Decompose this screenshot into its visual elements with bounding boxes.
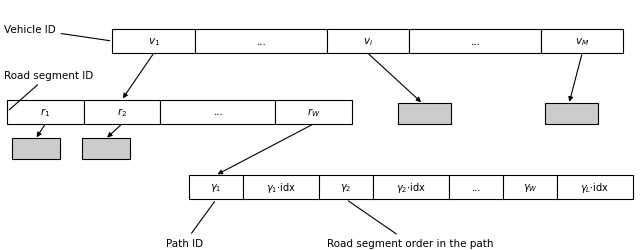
Text: $v_M$: $v_M$ [575, 36, 589, 48]
Bar [557, 175, 633, 200]
Bar [84, 100, 161, 124]
Bar [12, 139, 60, 160]
Text: $r_2$: $r_2$ [117, 106, 127, 118]
Text: ...: ... [256, 38, 266, 46]
Text: ...: ... [213, 108, 223, 117]
Bar [449, 175, 503, 200]
Bar [398, 104, 451, 124]
Bar [161, 100, 275, 124]
Bar [541, 30, 623, 54]
Bar [409, 30, 541, 54]
Text: Road segment order in the path: Road segment order in the path [326, 201, 493, 248]
Text: $r_1$: $r_1$ [40, 106, 51, 118]
Bar [113, 30, 195, 54]
Bar [275, 100, 352, 124]
Bar [503, 175, 557, 200]
Bar [189, 175, 243, 200]
Text: $\gamma_2$: $\gamma_2$ [340, 182, 352, 194]
Text: ...: ... [470, 38, 480, 46]
Bar [195, 30, 326, 54]
Text: ...: ... [471, 183, 481, 192]
Text: Vehicle ID: Vehicle ID [4, 25, 109, 42]
Text: $v_i$: $v_i$ [363, 36, 373, 48]
Text: $r_W$: $r_W$ [307, 106, 321, 118]
Bar [82, 139, 130, 160]
Bar [319, 175, 373, 200]
Text: $v_1$: $v_1$ [148, 36, 160, 48]
Text: Path ID: Path ID [166, 202, 214, 248]
Text: $\gamma_2{\cdot}\mathrm{idx}$: $\gamma_2{\cdot}\mathrm{idx}$ [396, 180, 426, 194]
Text: $\gamma_1{\cdot}\mathrm{idx}$: $\gamma_1{\cdot}\mathrm{idx}$ [266, 180, 296, 194]
Text: Road segment ID: Road segment ID [4, 71, 93, 110]
Text: $\gamma_1$: $\gamma_1$ [211, 182, 222, 194]
Bar [326, 30, 409, 54]
Bar [243, 175, 319, 200]
Bar [373, 175, 449, 200]
Bar [545, 104, 598, 124]
Text: $\gamma_L{\cdot}\mathrm{idx}$: $\gamma_L{\cdot}\mathrm{idx}$ [580, 180, 610, 194]
Bar [7, 100, 84, 124]
Text: $\gamma_W$: $\gamma_W$ [523, 182, 538, 194]
